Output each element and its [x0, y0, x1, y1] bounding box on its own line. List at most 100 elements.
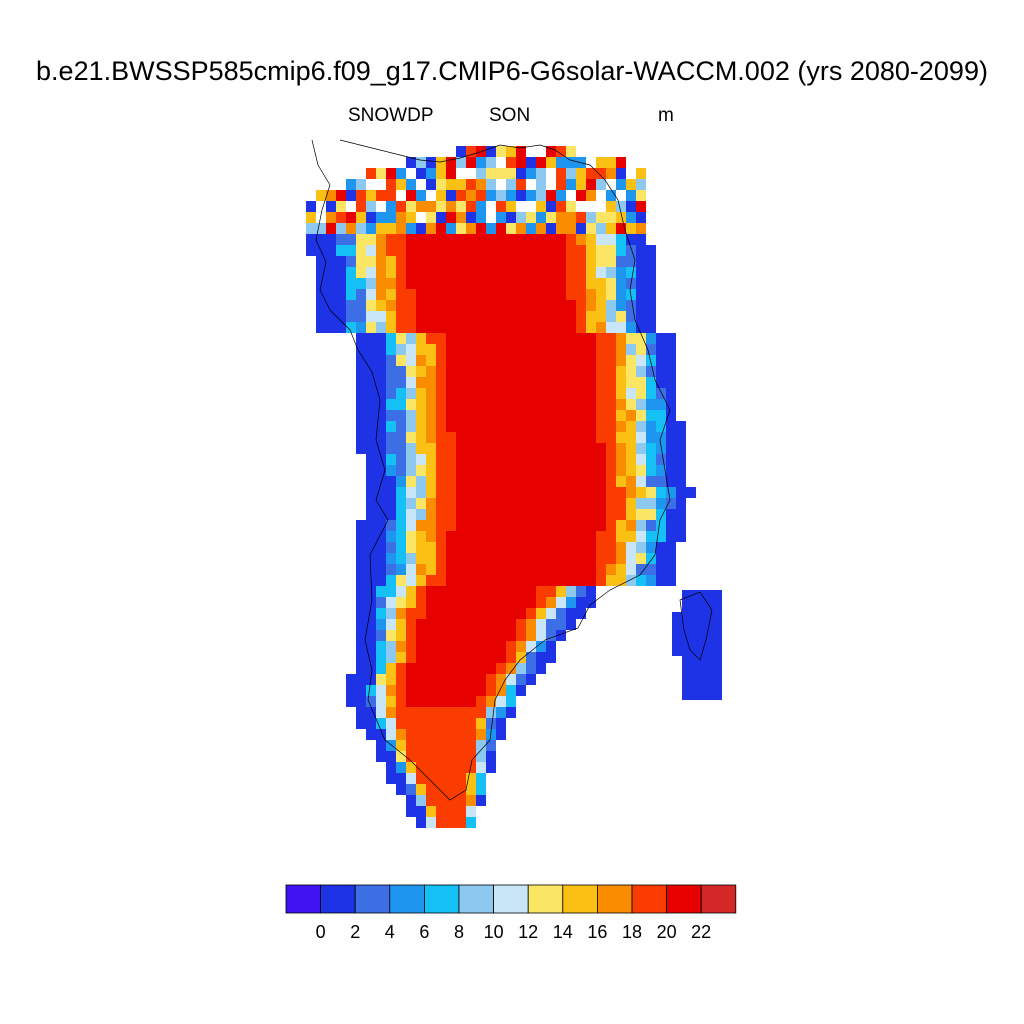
heatmap-cell [546, 300, 556, 311]
heatmap-cell [516, 421, 526, 432]
heatmap-cell [616, 421, 626, 432]
heatmap-cell [356, 421, 366, 432]
heatmap-cell [586, 432, 596, 443]
heatmap-cell [336, 201, 346, 212]
heatmap-cell [626, 498, 636, 509]
heatmap-cell [466, 157, 476, 168]
heatmap-cell [406, 773, 416, 784]
heatmap-cell [396, 729, 406, 740]
heatmap-cell [386, 487, 396, 498]
heatmap-cell [506, 663, 516, 674]
heatmap-cell [346, 311, 356, 322]
heatmap-cell [666, 542, 676, 553]
heatmap-cell [666, 432, 676, 443]
heatmap-cell [586, 322, 596, 333]
heatmap-cell [516, 465, 526, 476]
heatmap-cell [496, 696, 506, 707]
heatmap-cell [466, 542, 476, 553]
heatmap-cell [526, 597, 536, 608]
heatmap-cell [416, 190, 426, 201]
heatmap-cell [486, 311, 496, 322]
heatmap-cell [386, 399, 396, 410]
heatmap-cell [466, 256, 476, 267]
heatmap-cell [566, 179, 576, 190]
heatmap-cell [576, 542, 586, 553]
heatmap-cell [486, 531, 496, 542]
heatmap-cell [426, 652, 436, 663]
heatmap-cell [546, 542, 556, 553]
heatmap-cell [426, 421, 436, 432]
heatmap-cell [586, 531, 596, 542]
heatmap-cell [516, 542, 526, 553]
heatmap-cell [556, 399, 566, 410]
heatmap-cell [576, 168, 586, 179]
heatmap-cell [516, 333, 526, 344]
heatmap-cell [576, 531, 586, 542]
heatmap-cell [616, 377, 626, 388]
heatmap-cell [596, 553, 606, 564]
heatmap-cell [596, 432, 606, 443]
heatmap-cell [456, 817, 466, 828]
heatmap-cell [496, 443, 506, 454]
colorbar-box [354, 884, 391, 914]
heatmap-cell [406, 751, 416, 762]
heatmap-cell [566, 388, 576, 399]
heatmap-cell [546, 190, 556, 201]
colorbar-box [285, 884, 321, 914]
heatmap-cell [476, 520, 486, 531]
heatmap-cell [416, 454, 426, 465]
heatmap-cell [702, 689, 712, 700]
heatmap-cell [386, 498, 396, 509]
heatmap-cell [636, 465, 646, 476]
heatmap-cell [436, 333, 446, 344]
colorbar-box [527, 884, 564, 914]
heatmap-cell [646, 289, 656, 300]
heatmap-cell [386, 597, 396, 608]
heatmap-cell [516, 355, 526, 366]
heatmap-cell [396, 542, 406, 553]
heatmap-cell [446, 553, 456, 564]
heatmap-cell [436, 509, 446, 520]
heatmap-cell [506, 344, 516, 355]
heatmap-cell [546, 399, 556, 410]
heatmap-cell [646, 399, 656, 410]
heatmap-cell [626, 509, 636, 520]
heatmap-cell [516, 531, 526, 542]
colorbar-tick-label: 14 [553, 922, 573, 942]
heatmap-cell [496, 575, 506, 586]
heatmap-cell [506, 256, 516, 267]
heatmap-cell [546, 652, 556, 663]
heatmap-cell [386, 740, 396, 751]
heatmap-cell [436, 641, 446, 652]
heatmap-cell [476, 432, 486, 443]
heatmap-cell [466, 586, 476, 597]
heatmap-cell [436, 608, 446, 619]
heatmap-cell [386, 377, 396, 388]
heatmap-cell [436, 421, 446, 432]
heatmap-cell [596, 410, 606, 421]
heatmap-cell [456, 707, 466, 718]
heatmap-cell [456, 223, 466, 234]
heatmap-cell [476, 465, 486, 476]
heatmap-cell [386, 520, 396, 531]
heatmap-cell [506, 487, 516, 498]
heatmap-cell [376, 245, 386, 256]
heatmap-cell [406, 267, 416, 278]
heatmap-cell [436, 322, 446, 333]
heatmap-cell [712, 590, 722, 601]
heatmap-cell [626, 223, 636, 234]
heatmap-cell [436, 806, 446, 817]
heatmap-cell [596, 278, 606, 289]
heatmap-cell [506, 355, 516, 366]
heatmap-cell [526, 322, 536, 333]
heatmap-cell [666, 509, 676, 520]
heatmap-cell [656, 366, 666, 377]
heatmap-cell [506, 234, 516, 245]
heatmap-cell [416, 443, 426, 454]
heatmap-cell [506, 542, 516, 553]
heatmap-cell [636, 542, 646, 553]
heatmap-cell [436, 520, 446, 531]
heatmap-cell [536, 520, 546, 531]
heatmap-cell [566, 201, 576, 212]
heatmap-cell [626, 421, 636, 432]
